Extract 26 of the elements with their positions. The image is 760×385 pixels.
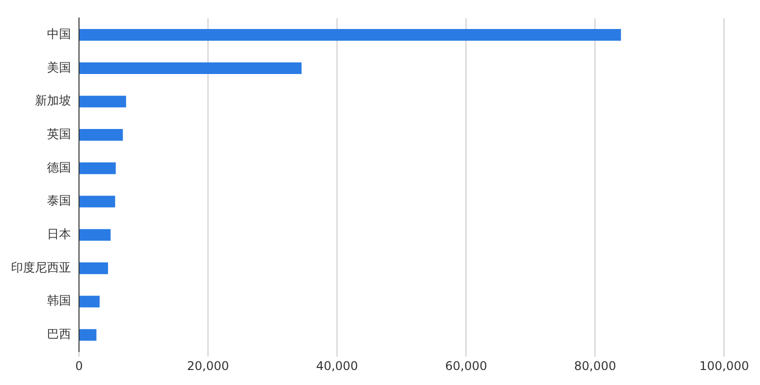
y-tick-label: 德国 (47, 160, 71, 174)
x-tick-label: 40,000 (316, 358, 358, 373)
x-tick-label: 0 (75, 358, 83, 373)
y-tick-label: 韩国 (47, 294, 71, 308)
x-tick-label: 20,000 (187, 358, 230, 373)
bar (80, 62, 302, 74)
y-tick-label: 英国 (47, 127, 71, 142)
y-tick-label: 新加坡 (35, 94, 71, 108)
y-tick-label: 美国 (47, 60, 71, 74)
bar (80, 129, 123, 141)
y-tick-label: 泰国 (47, 194, 71, 208)
y-tick-label: 巴西 (47, 327, 71, 342)
bar (80, 262, 108, 274)
y-tick-label: 中国 (47, 26, 71, 41)
bar (80, 229, 111, 241)
bar (80, 329, 96, 341)
x-tick-label: 100,000 (699, 358, 749, 373)
y-tick-label: 印度尼西亚 (11, 260, 71, 274)
x-tick-label: 60,000 (445, 358, 488, 373)
x-tick-label: 80,000 (574, 358, 616, 373)
bar (80, 96, 126, 108)
bar (80, 196, 116, 208)
y-tick-label: 日本 (47, 227, 71, 242)
bar (80, 296, 100, 308)
bar (80, 29, 621, 41)
bar (80, 162, 116, 174)
